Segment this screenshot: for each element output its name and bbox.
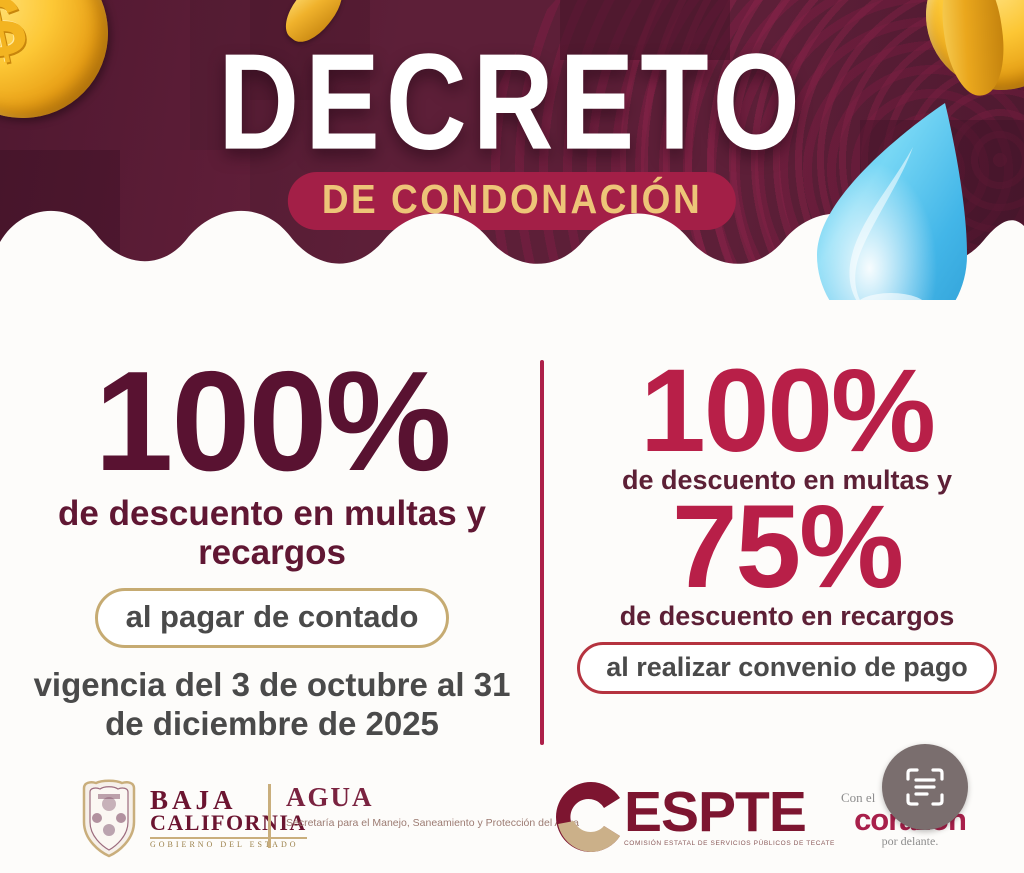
bc-line-3: GOBIERNO DEL ESTADO — [150, 840, 299, 849]
coat-of-arms-icon — [82, 779, 136, 858]
header-block-4 — [560, 0, 730, 60]
offer-left-condition-pill: al pagar de contado — [94, 588, 450, 649]
offer-right-percent-2: 75% — [671, 481, 904, 614]
c-ring-icon — [556, 782, 620, 852]
offer-right-description-1: de descuento en multas y — [621, 465, 953, 496]
baja-california-wordmark: BAJA CALIFORNIA GOBIERNO DEL ESTADO — [150, 787, 307, 849]
agua-logo: AGUA Secretaría para el Manejo, Saneamie… — [286, 782, 579, 830]
logo-separator — [268, 784, 271, 848]
text-scan-icon — [906, 768, 944, 806]
cespte-wordmark: ESPTE — [624, 780, 807, 845]
agua-title: AGUA — [286, 782, 374, 812]
cespte-logo: ESPTE COMISIÓN ESTATAL DE SERVICIOS PÚBL… — [552, 778, 835, 856]
baja-california-logo: BAJA CALIFORNIA GOBIERNO DEL ESTADO — [78, 778, 307, 858]
agua-subtitle: Secretaría para el Manejo, Saneamiento y… — [286, 817, 580, 829]
offer-left-validity: vigencia del 3 de octubre al 31 de dicie… — [33, 666, 511, 743]
bc-line-1: BAJA — [150, 785, 237, 815]
corazon-line-1: Con el — [841, 790, 876, 805]
poster-footer: BAJA CALIFORNIA GOBIERNO DEL ESTADO AGUA… — [0, 772, 1024, 873]
corazon-line-3: por delante. — [881, 833, 939, 848]
offer-right: 100% de descuento en multas y 75% de des… — [556, 345, 1018, 695]
bc-rule — [150, 837, 307, 839]
offer-left: 100% de descuento en multas y recargos a… — [12, 342, 532, 744]
poster-body — [0, 300, 1024, 873]
column-divider — [540, 360, 544, 745]
offer-right-description-2: de descuento en recargos — [619, 601, 955, 632]
offer-right-condition-pill: al realizar convenio de pago — [577, 641, 997, 695]
water-droplet-icon — [817, 103, 967, 300]
page-title: DECRETO — [218, 25, 806, 178]
poster-header: DECRETO DE CONDONACIÓN — [0, 0, 1024, 300]
bc-line-2: CALIFORNIA — [150, 810, 307, 835]
text-scan-fab-button[interactable] — [882, 744, 968, 830]
scalloped-divider — [0, 211, 1024, 300]
offer-left-percent: 100% — [94, 342, 451, 501]
offer-right-percent-1: 100% — [640, 345, 936, 477]
cespte-subtitle: COMISIÓN ESTATAL DE SERVICIOS PÚBLICOS D… — [624, 839, 835, 847]
offer-left-description: de descuento en multas y recargos — [58, 493, 486, 573]
